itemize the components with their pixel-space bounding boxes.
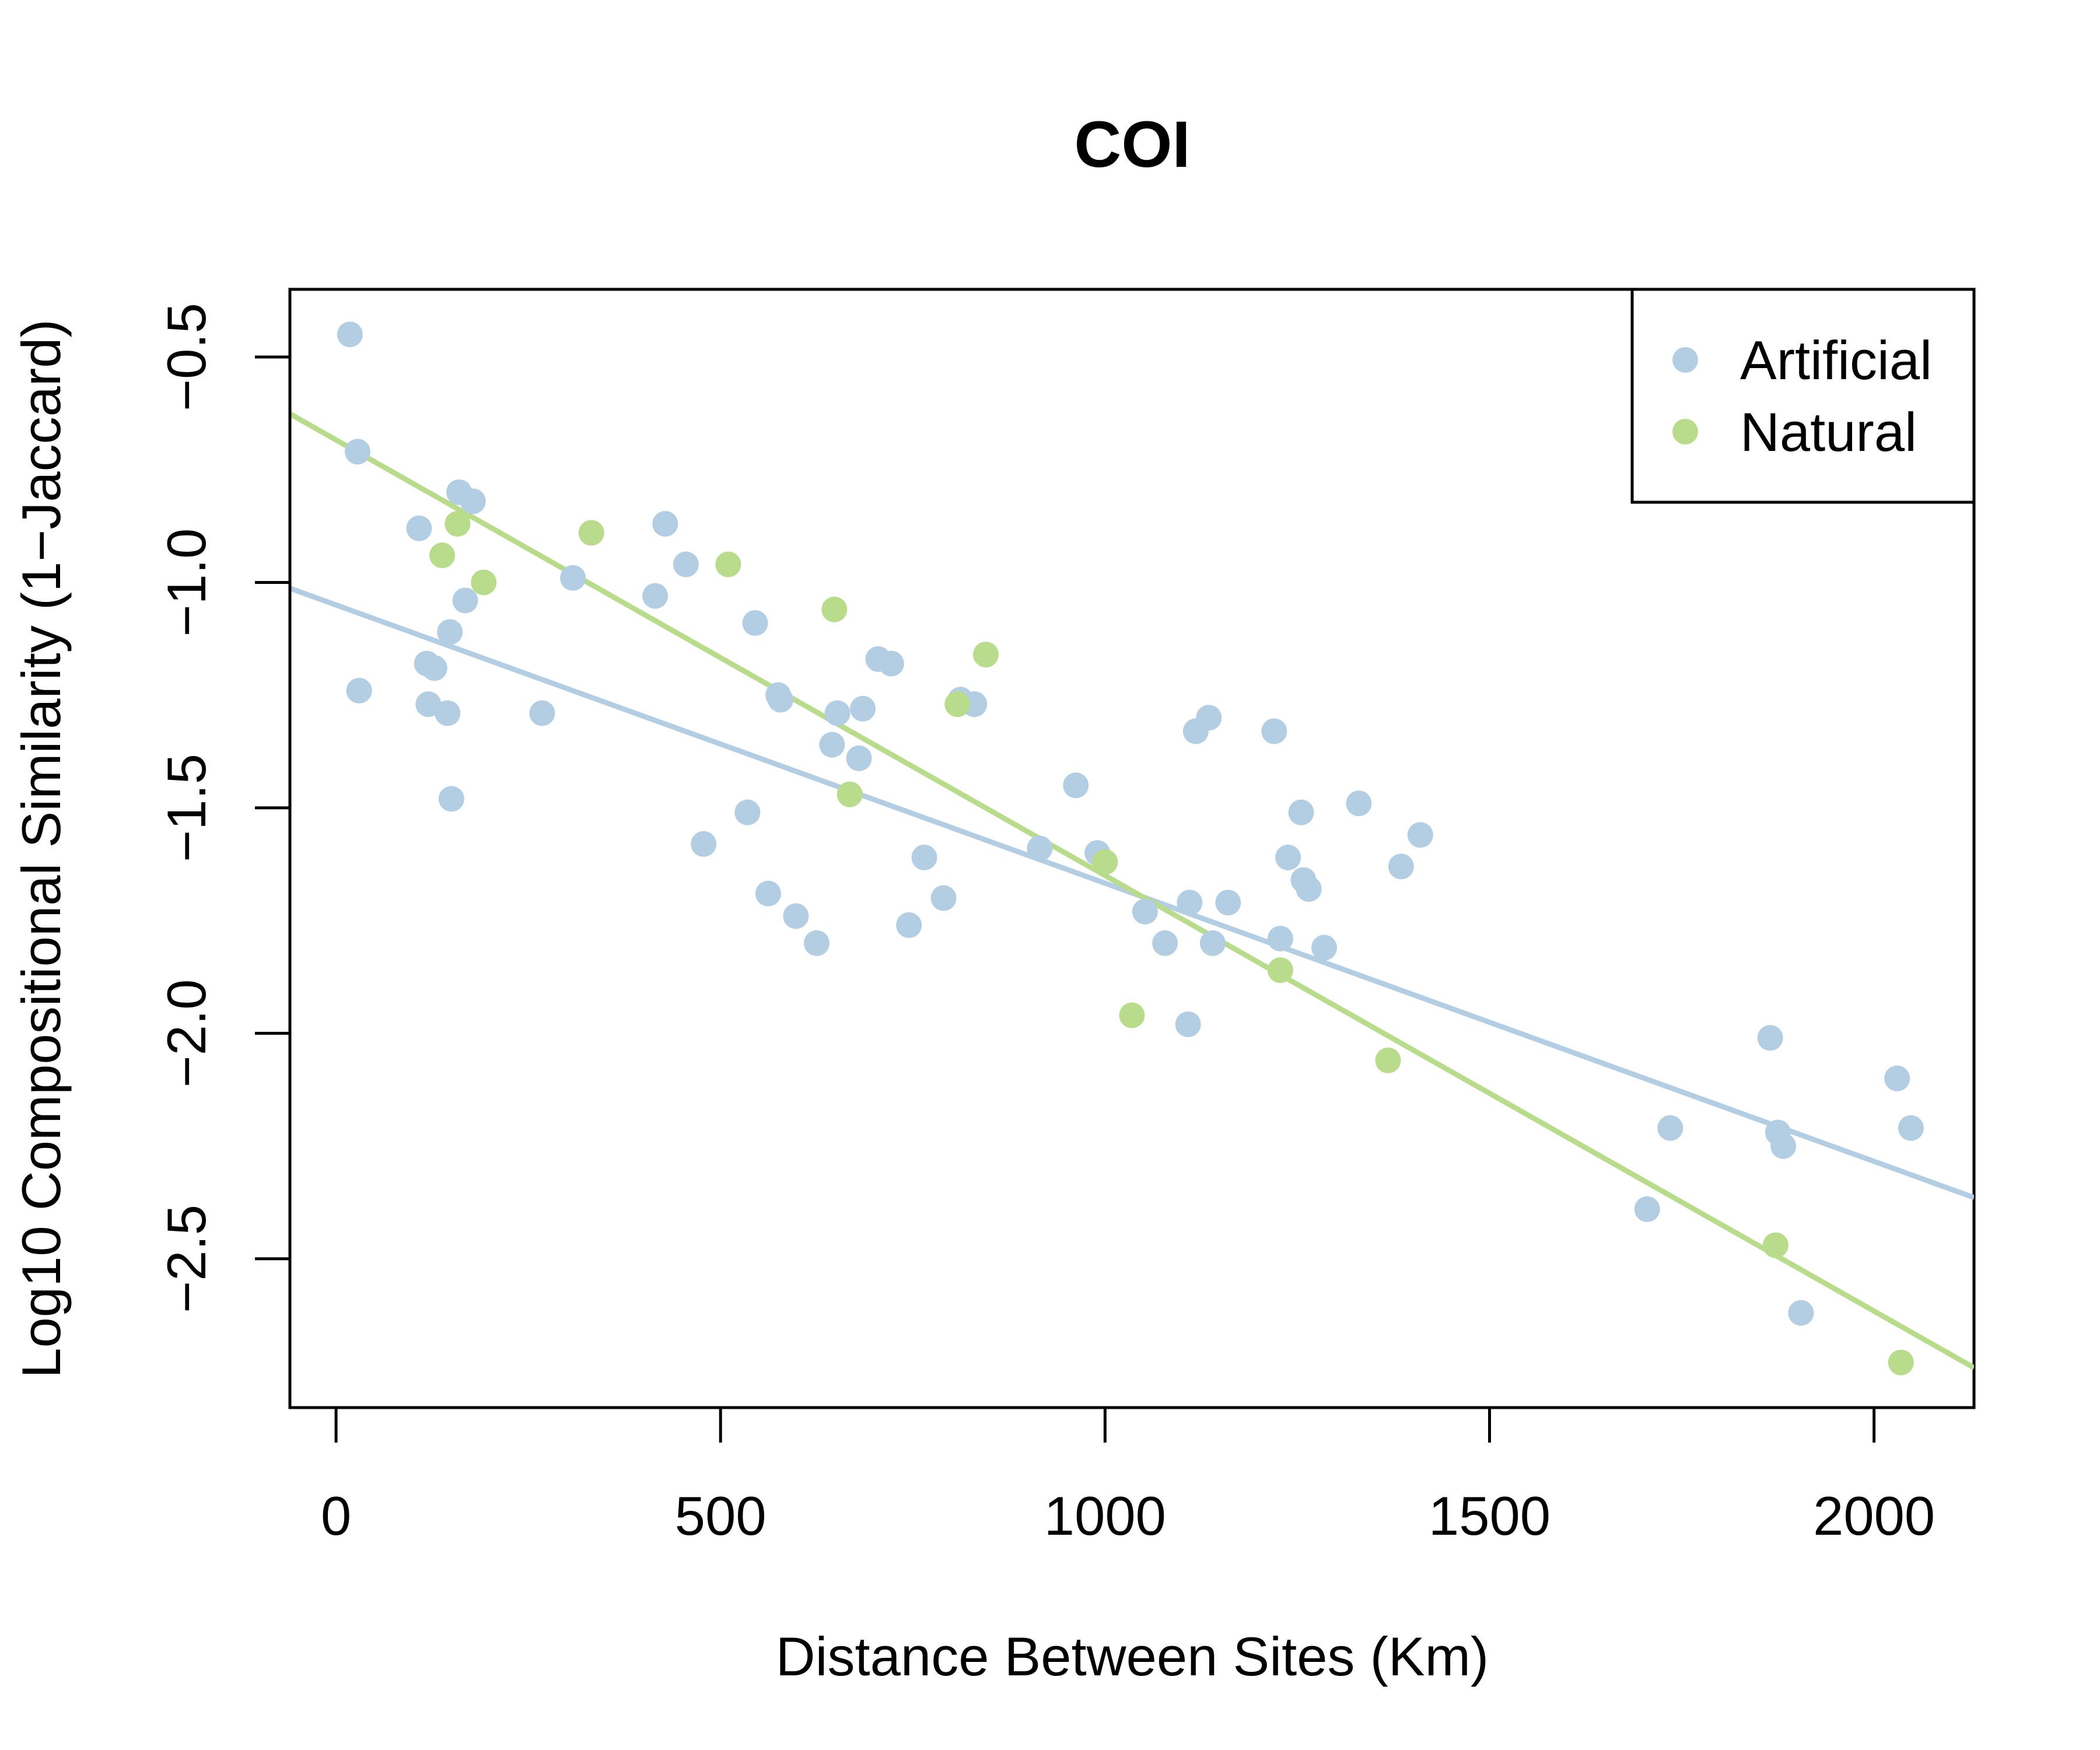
point-artificial bbox=[337, 321, 363, 348]
point-artificial bbox=[460, 488, 486, 514]
x-tick-label: 500 bbox=[675, 1485, 766, 1546]
point-artificial bbox=[846, 745, 872, 771]
point-artificial bbox=[560, 565, 586, 591]
point-artificial bbox=[415, 691, 442, 718]
point-natural bbox=[1092, 849, 1118, 875]
point-artificial bbox=[1296, 876, 1322, 902]
x-axis-label: Distance Between Sites (Km) bbox=[776, 1626, 1489, 1687]
point-natural bbox=[578, 520, 604, 546]
point-natural bbox=[1119, 1002, 1145, 1028]
point-artificial bbox=[824, 700, 850, 726]
legend-marker-natural bbox=[1672, 419, 1698, 444]
point-artificial bbox=[1346, 790, 1372, 817]
point-natural bbox=[836, 781, 863, 807]
point-artificial bbox=[1407, 822, 1433, 848]
point-artificial bbox=[1267, 926, 1293, 952]
point-artificial bbox=[1275, 844, 1301, 870]
y-tick-label: −2.0 bbox=[156, 979, 217, 1088]
point-artificial bbox=[1770, 1133, 1797, 1159]
chart-title: COI bbox=[1074, 108, 1190, 181]
point-artificial bbox=[1657, 1115, 1684, 1141]
point-artificial bbox=[1199, 930, 1226, 956]
y-tick-label: −1.5 bbox=[156, 754, 217, 862]
point-artificial bbox=[529, 700, 555, 726]
x-tick-label: 1000 bbox=[1044, 1485, 1166, 1546]
point-artificial bbox=[438, 786, 464, 812]
x-axis: 0 500 1000 1500 2000 bbox=[321, 1406, 1935, 1546]
y-axis-label: Log10 Compositional Similarity (1−Jaccar… bbox=[10, 319, 72, 1378]
plot-area bbox=[288, 288, 1976, 1409]
point-artificial bbox=[896, 912, 922, 938]
point-artificial bbox=[452, 587, 478, 614]
point-artificial bbox=[755, 880, 781, 907]
point-artificial bbox=[878, 650, 904, 677]
point-natural bbox=[715, 551, 741, 578]
point-natural bbox=[1888, 1349, 1914, 1376]
point-artificial bbox=[804, 930, 830, 956]
y-axis: −0.5 −1.0 −1.5 −2.0 −2.5 bbox=[156, 303, 292, 1313]
point-artificial bbox=[1132, 898, 1158, 925]
point-natural bbox=[471, 569, 497, 596]
point-artificial bbox=[742, 610, 768, 636]
point-artificial bbox=[734, 799, 761, 825]
point-artificial bbox=[850, 695, 876, 722]
point-artificial bbox=[1063, 772, 1089, 799]
point-artificial bbox=[642, 583, 668, 609]
legend: Artificial Natural bbox=[1630, 288, 1976, 504]
point-natural bbox=[821, 596, 848, 622]
y-tick-label: −1.0 bbox=[156, 528, 217, 637]
y-tick-label: −0.5 bbox=[156, 303, 217, 411]
point-artificial bbox=[346, 677, 372, 704]
fit-lines bbox=[290, 411, 1974, 1370]
legend-marker-artificial bbox=[1672, 347, 1698, 373]
point-natural bbox=[444, 510, 471, 537]
point-artificial bbox=[1634, 1196, 1660, 1222]
point-artificial bbox=[768, 687, 794, 713]
point-artificial bbox=[1288, 799, 1314, 825]
point-artificial bbox=[1215, 890, 1241, 916]
y-tick-label: −2.5 bbox=[156, 1205, 217, 1313]
point-artificial bbox=[1152, 930, 1178, 956]
point-artificial bbox=[1027, 835, 1053, 862]
point-artificial bbox=[1898, 1115, 1924, 1141]
point-artificial bbox=[819, 732, 845, 758]
point-artificial bbox=[345, 439, 371, 465]
data-points bbox=[337, 321, 1924, 1376]
x-tick-label: 1500 bbox=[1429, 1485, 1550, 1546]
legend-label-artificial: Artificial bbox=[1740, 330, 1932, 391]
point-artificial bbox=[783, 903, 809, 929]
point-artificial bbox=[1757, 1025, 1783, 1051]
point-natural bbox=[429, 542, 456, 569]
legend-label-natural: Natural bbox=[1740, 401, 1917, 463]
point-natural bbox=[973, 642, 999, 668]
point-artificial bbox=[911, 844, 937, 870]
point-natural bbox=[944, 691, 971, 718]
point-artificial bbox=[673, 551, 699, 578]
point-natural bbox=[1267, 957, 1293, 984]
point-artificial bbox=[1311, 935, 1338, 961]
point-artificial bbox=[437, 619, 463, 645]
point-artificial bbox=[1788, 1300, 1814, 1326]
point-artificial bbox=[435, 700, 461, 726]
point-artificial bbox=[1196, 705, 1222, 731]
point-natural bbox=[1375, 1047, 1401, 1073]
point-artificial bbox=[1884, 1065, 1910, 1091]
fit-line-natural bbox=[290, 411, 1974, 1370]
x-tick-label: 0 bbox=[321, 1485, 351, 1546]
point-natural bbox=[1762, 1232, 1788, 1258]
point-artificial bbox=[1388, 853, 1414, 880]
point-artificial bbox=[1177, 890, 1203, 916]
point-artificial bbox=[652, 510, 678, 537]
point-artificial bbox=[406, 515, 432, 541]
x-tick-label: 2000 bbox=[1813, 1485, 1935, 1546]
point-artificial bbox=[930, 885, 957, 911]
point-artificial bbox=[421, 655, 447, 681]
legend-box bbox=[1630, 288, 1976, 504]
point-artificial bbox=[691, 831, 717, 857]
point-artificial bbox=[1175, 1011, 1201, 1037]
point-artificial bbox=[1261, 718, 1287, 744]
